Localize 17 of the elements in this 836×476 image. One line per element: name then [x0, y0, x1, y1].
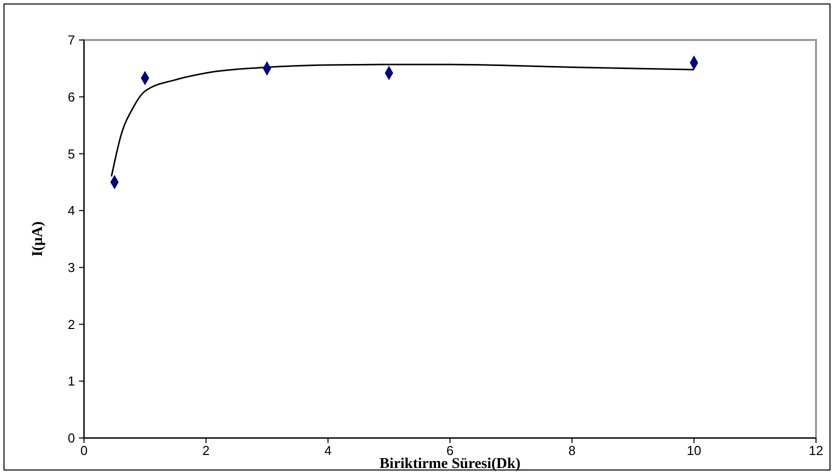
y-tick-label: 0 [68, 430, 75, 446]
y-tick-label: 5 [68, 146, 75, 162]
x-tick-label: 4 [324, 443, 332, 458]
y-tick-label: 2 [68, 316, 75, 332]
x-tick-label: 12 [808, 443, 824, 458]
x-tick-label: 2 [202, 443, 210, 458]
x-tick-label: 0 [80, 443, 88, 458]
x-tick-label: 6 [446, 443, 454, 458]
y-axis-title: I(μA) [30, 221, 46, 257]
y-tick-label: 4 [68, 203, 75, 218]
y-tick-label: 6 [68, 89, 75, 104]
y-tick-label: 7 [68, 32, 75, 48]
x-axis-title: Biriktirme Süresi(Dk) [380, 456, 520, 472]
x-tick-label: 8 [568, 443, 576, 458]
x-tick-label: 10 [686, 443, 702, 458]
y-tick-label: 3 [68, 260, 75, 275]
y-tick-label: 1 [68, 374, 75, 389]
